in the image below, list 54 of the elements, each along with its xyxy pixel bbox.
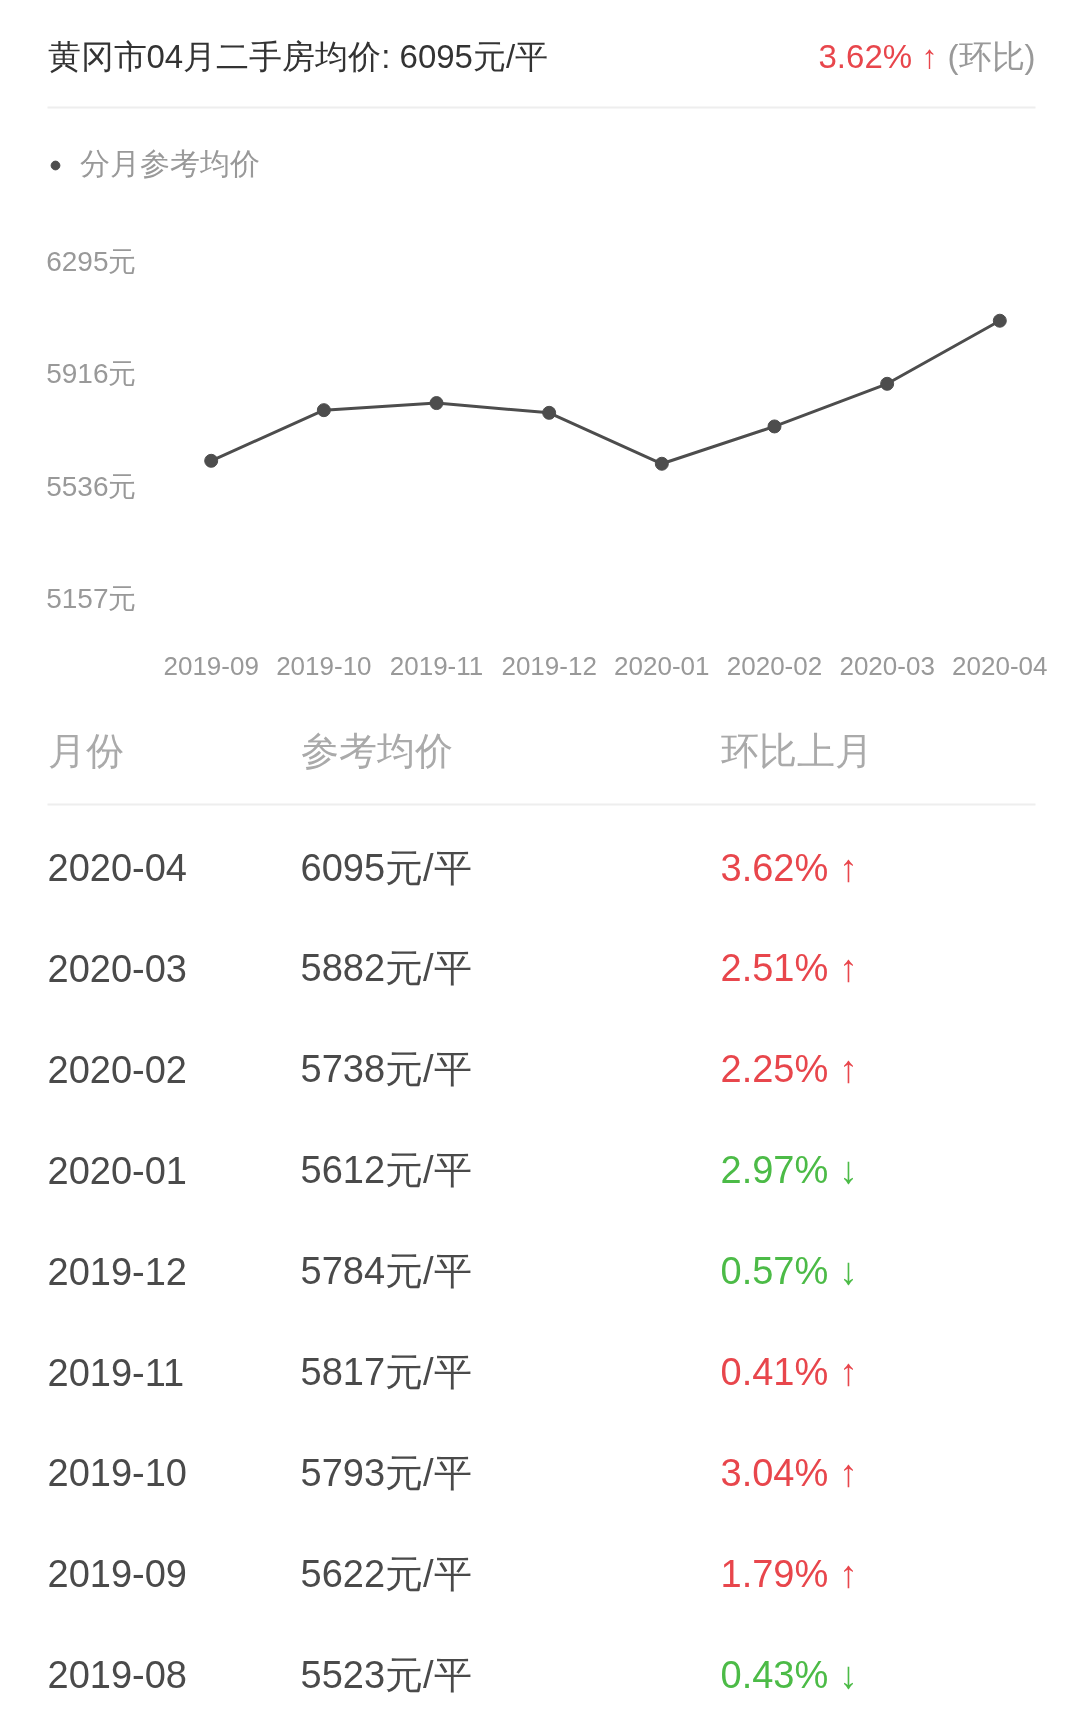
point xyxy=(992,313,1007,328)
category-label: 2020-01 xyxy=(47,1149,187,1192)
data-label: 3.62% ↑ xyxy=(720,846,858,889)
text: 参考均价 xyxy=(300,729,453,772)
x-tick-label: 2019-12 xyxy=(501,650,597,681)
text: 3.62% ↑ xyxy=(818,38,938,75)
x-tick-label: 2020-02 xyxy=(726,650,823,681)
data-label: 5793元/平 xyxy=(300,1451,472,1494)
data-label: 2.97% ↓ xyxy=(720,1149,858,1192)
text: 月份 xyxy=(47,729,124,772)
data-label: 6095元/平 xyxy=(300,846,472,889)
point xyxy=(767,419,782,434)
category-label: 2020-02 xyxy=(47,1048,187,1091)
point xyxy=(654,456,669,471)
y-tick-label: 5536元 xyxy=(46,470,137,502)
data-label: 5738元/平 xyxy=(300,1048,472,1091)
data-label: 5784元/平 xyxy=(300,1250,472,1293)
data-label: 2.25% ↑ xyxy=(720,1048,858,1091)
x-tick-label: 2020-01 xyxy=(614,650,710,681)
point xyxy=(204,453,219,468)
data-label: 3.04% ↑ xyxy=(720,1451,858,1494)
category-label: 2020-04 xyxy=(47,847,187,889)
data-label: 5882元/平 xyxy=(300,947,472,990)
data-label: 5612元/平 xyxy=(300,1149,472,1192)
data-label: 0.57% ↓ xyxy=(720,1250,858,1293)
data-label: 2.51% ↑ xyxy=(720,947,858,990)
category-label: 2020-03 xyxy=(47,947,187,990)
y-tick-label: 5157元 xyxy=(46,583,137,614)
category-label: 2019-09 xyxy=(47,1553,187,1596)
point xyxy=(542,405,557,420)
x-tick-label: 2019-09 xyxy=(163,650,259,681)
data-label: 0.43% ↓ xyxy=(720,1653,858,1696)
x-tick-label: 2019-10 xyxy=(276,650,372,681)
data-label: 1.79% ↑ xyxy=(720,1552,858,1595)
data-label: 0.41% ↑ xyxy=(720,1351,858,1393)
point xyxy=(316,403,331,418)
category-label: 2019-08 xyxy=(47,1654,187,1697)
text: 环比上月 xyxy=(720,729,873,772)
y-tick-label: 5916元 xyxy=(46,358,137,390)
chart-title: 黄冈市04月二手房均价: 6095元/平 xyxy=(47,38,549,75)
point xyxy=(880,376,895,391)
y-tick-label: 6295元 xyxy=(46,246,137,277)
category-label: 2019-11 xyxy=(47,1351,185,1394)
data-label: 5523元/平 xyxy=(300,1653,472,1696)
text: (环比) xyxy=(947,38,1036,75)
x-tick-label: 2020-04 xyxy=(952,650,1048,681)
category-label: 2019-12 xyxy=(47,1250,187,1293)
point xyxy=(429,396,444,411)
data-label: 5817元/平 xyxy=(300,1351,472,1393)
legend-label: 分月参考均价 xyxy=(80,146,260,182)
x-tick-label: 2019-11 xyxy=(389,650,484,681)
x-tick-label: 2020-03 xyxy=(839,650,935,681)
category-label: 2019-10 xyxy=(47,1452,187,1495)
data-label: 5622元/平 xyxy=(300,1552,472,1595)
